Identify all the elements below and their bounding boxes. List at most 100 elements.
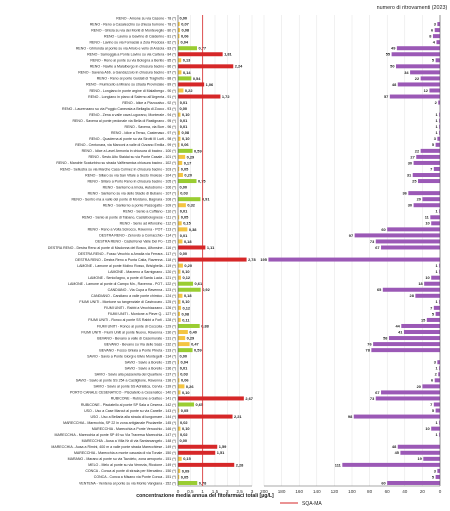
concentration-bar	[178, 221, 182, 226]
row-label: RENO - Ghisla su via dei Monti di Montev…	[91, 28, 176, 32]
count-bar	[375, 396, 440, 401]
row-label: SAVIO - Savio al ponte SS Adriatica, Cer…	[93, 385, 176, 389]
row-label: LAMONE - Senio/lagno, a ponte di Santa L…	[88, 276, 176, 280]
concentration-value-label: 0,12	[182, 305, 190, 310]
count-bar	[435, 142, 440, 147]
concentration-bar	[178, 203, 186, 208]
concentration-bar	[178, 269, 181, 274]
count-bar	[432, 34, 440, 39]
row-label: MARECCHIA - Marecchia a Ponte Verucchio …	[92, 427, 176, 431]
count-value-label: 30	[408, 160, 412, 165]
count-value-label: 41	[398, 329, 403, 334]
count-bar	[387, 227, 440, 232]
count-bar	[439, 124, 440, 129]
row-label: RENO - Lavino a Gavrino di Calderino - 8…	[104, 34, 176, 38]
left-x-tick-label: 2	[226, 489, 229, 494]
legend-sqa-label: SQA-MA	[302, 501, 322, 507]
right-x-tick-label: 80	[367, 489, 373, 494]
row-label: RENO - Ghironda al ponte su via Arlolo e…	[76, 47, 176, 51]
concentration-value-label: 0,59	[194, 348, 202, 353]
concentration-value-label: 0,07	[181, 21, 189, 26]
concentration-bar	[178, 426, 181, 431]
concentration-value-label: 0,03	[180, 372, 188, 377]
concentration-bar	[178, 281, 194, 286]
count-bar	[391, 52, 440, 57]
count-value-label: 5	[432, 408, 435, 413]
row-label: RENO - Savena, via Borr - 96 (*)	[125, 125, 176, 129]
count-value-label: 98	[348, 414, 353, 419]
right-x-tick-label: 140	[313, 489, 321, 494]
count-bar	[439, 118, 440, 123]
count-value-label: 8	[429, 34, 432, 39]
concentration-bar	[178, 311, 180, 316]
count-bar	[381, 245, 440, 250]
count-bar	[429, 88, 440, 93]
count-bar	[387, 480, 440, 485]
concentration-bar	[178, 173, 183, 178]
row-label: RENO - Sillaro a Porto Reno in chiusura …	[87, 179, 176, 183]
count-bar	[396, 46, 440, 51]
row-label: RENO - Sellustra su via Marche Casa Colm…	[60, 167, 176, 171]
concentration-bar	[178, 64, 234, 69]
count-value-label: 5	[432, 142, 435, 147]
concentration-value-label: 0,10	[182, 112, 190, 117]
count-bar	[418, 179, 440, 184]
concentration-value-label: 0,00	[180, 106, 188, 111]
count-value-label: 1	[435, 269, 438, 274]
concentration-bar	[178, 263, 183, 268]
concentration-bar	[178, 275, 181, 280]
count-bar	[435, 408, 440, 413]
count-value-label: 67	[375, 245, 379, 250]
concentration-value-label: 0,59	[194, 148, 202, 153]
count-bar	[268, 257, 440, 262]
concentration-value-label: 0,18	[184, 239, 192, 244]
concentration-bar	[178, 396, 244, 401]
count-value-label: 58	[383, 335, 388, 340]
left-x-tick-label: 0	[177, 489, 180, 494]
concentration-value-label: 0,08	[181, 27, 189, 32]
row-label: RENO - Longiano in piano di Salerno all'…	[88, 95, 176, 99]
concentration-value-label: 1,59	[219, 444, 227, 449]
count-bar	[412, 173, 440, 178]
concentration-bar	[178, 215, 180, 220]
row-label: RENO - Lavino su via Fornaciai a Zola Pr…	[89, 40, 176, 44]
left-x-tick-label: 0,5	[187, 489, 194, 494]
concentration-value-label: 0,05	[181, 474, 189, 479]
row-label: LAMONE - Marzeno a Sarnignano - 120 (*)	[108, 270, 176, 274]
row-label: RUBICONE - Pisciatello al ponte SP Sala …	[81, 403, 176, 407]
concentration-value-label: 0,20	[184, 263, 192, 268]
row-label: RENO - Amone su via Casone - 78 (*)	[116, 16, 176, 20]
count-value-label: 73	[370, 396, 375, 401]
left-x-tick-label: 2,5	[236, 489, 243, 494]
concentration-bar	[178, 305, 181, 310]
row-label: RUBICONE - Rubicone a Gatteo - 141 (*)	[111, 397, 176, 401]
concentration-value-label: 0,18	[184, 293, 192, 298]
count-value-label: 31	[407, 172, 412, 177]
right-x-tick-label: 200	[260, 489, 268, 494]
concentration-value-label: 0,47	[191, 341, 199, 346]
row-label: MARANO - Marano al ponte su via Tavoleto…	[68, 457, 176, 461]
left-x-tick-label: 1,5	[212, 489, 219, 494]
concentration-value-label: 0,01	[180, 124, 188, 129]
count-bar	[354, 233, 440, 238]
count-bar	[434, 378, 440, 383]
row-label: SAVIO - Savio a Ponte Giorgi e Bivio Mon…	[87, 354, 176, 358]
count-bar	[422, 384, 440, 389]
row-label: RENO - Zena a valle cava Lugorano, Monte…	[89, 113, 176, 117]
row-label: BEVANO - Fosso Ghiaia a Ponte Pineta - 1…	[99, 348, 176, 352]
concentration-bar	[178, 166, 180, 171]
concentration-bar	[178, 136, 181, 141]
concentration-value-label: 0,10	[182, 136, 190, 141]
concentration-value-label: 0,01	[180, 366, 188, 371]
row-label: RENO - Longiano in ponte argine di Malal…	[89, 89, 176, 93]
concentration-value-label: 0,05	[181, 215, 189, 220]
count-value-label: 78	[366, 348, 371, 353]
count-bar	[435, 474, 440, 479]
count-value-label: 7	[430, 305, 432, 310]
count-value-label: 5	[432, 58, 435, 63]
concentration-value-label: 0,10	[182, 390, 190, 395]
count-bar	[439, 209, 440, 214]
concentration-bar	[178, 160, 183, 165]
count-value-label: 3	[434, 21, 437, 26]
